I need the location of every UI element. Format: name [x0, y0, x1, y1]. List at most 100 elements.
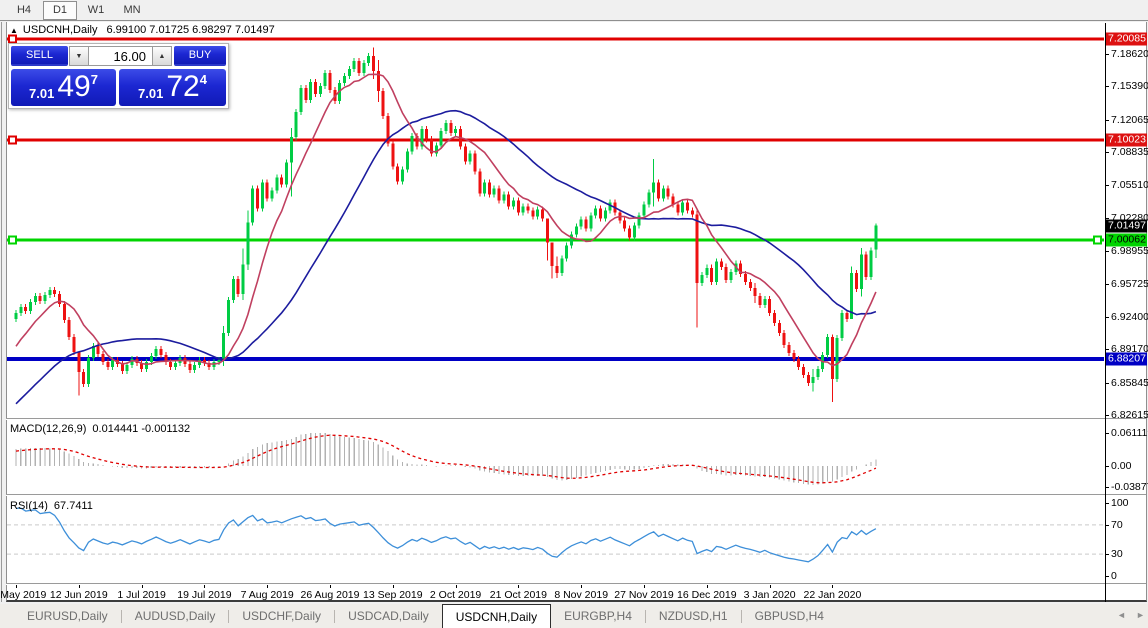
price-tick-mark — [1105, 349, 1109, 351]
date-tick-mark — [204, 585, 206, 588]
sell-price-big-digits: 49 — [57, 70, 91, 103]
rsi-tick-label: 100 — [1111, 497, 1129, 509]
price-tick-mark — [1105, 283, 1109, 285]
hline-anchor[interactable] — [8, 235, 17, 245]
rsi-tick-mark — [1105, 554, 1109, 556]
chart-tab-usdchf-daily[interactable]: USDCHF,Daily — [242, 609, 322, 623]
pane-separator[interactable] — [6, 418, 1146, 420]
price-level-label: 7.00062 — [1106, 233, 1147, 247]
timeframe-button-w1[interactable]: W1 — [87, 4, 105, 16]
timeframe-button-d1[interactable]: D1 — [43, 0, 77, 20]
date-tick-label: 7 Aug 2019 — [240, 589, 294, 601]
chart-tab-eurusd-daily[interactable]: EURUSD,Daily — [27, 609, 108, 623]
date-tick-label: 27 Nov 2019 — [614, 589, 674, 601]
price-tick-mark — [1105, 251, 1109, 253]
date-tick-label: 2 Oct 2019 — [429, 589, 482, 601]
price-tick-label: 7.18620 — [1111, 47, 1148, 60]
price-tick-mark — [1105, 119, 1109, 121]
macd-tick-mark — [1105, 486, 1109, 488]
chart-tab-eurgbp-h4[interactable]: EURGBP,H4 — [564, 609, 632, 623]
hline-anchor[interactable] — [8, 34, 17, 44]
chart-marker-icon: ▲ — [10, 25, 18, 35]
chart-title: ▲ USDCNH,Daily 6.99100 7.01725 6.98297 7… — [10, 24, 275, 36]
tab-separator — [334, 609, 336, 623]
pane-separator — [6, 583, 1146, 585]
buy-price-button[interactable]: 7.01 72 4 — [119, 69, 226, 106]
date-tick-mark — [141, 585, 143, 588]
main-chart-canvas[interactable] — [7, 23, 1105, 418]
timeframe-button-mn[interactable]: MN — [123, 4, 141, 16]
price-tick-mark — [1105, 86, 1109, 88]
price-tick-label: 7.08835 — [1111, 145, 1148, 158]
hline-anchor[interactable] — [8, 135, 17, 145]
macd-signal-line — [15, 434, 877, 484]
price-tick-mark — [1105, 316, 1109, 318]
ma-fast-line — [15, 73, 877, 367]
price-tick-label: 6.89170 — [1111, 343, 1148, 356]
date-tick-mark — [330, 585, 331, 588]
tabs-scroll-left-button[interactable]: ◄ — [1117, 610, 1126, 620]
date-tick-label: 16 Dec 2019 — [677, 589, 737, 601]
chart-window-background — [6, 22, 1147, 602]
buy-button[interactable]: BUY — [174, 46, 226, 66]
macd-canvas[interactable] — [7, 420, 1105, 494]
buy-price-prefix: 7.01 — [138, 86, 164, 101]
tab-separator — [120, 609, 122, 623]
pane-separator[interactable] — [6, 494, 1146, 496]
date-tick-mark — [16, 585, 17, 588]
chart-tab-usdcnh-daily[interactable]: USDCNH,Daily — [441, 604, 552, 628]
date-tick-mark — [581, 585, 583, 588]
rsi-canvas[interactable] — [7, 497, 1105, 583]
buy-price-big-digits: 72 — [166, 70, 200, 103]
sell-price-button[interactable]: 7.01 49 7 — [11, 69, 116, 106]
volume-decrease-button[interactable]: ▼ — [69, 46, 89, 66]
price-tick-mark — [1105, 217, 1109, 219]
price-level-label: 7.20085 — [1106, 32, 1147, 46]
date-tick-mark — [78, 585, 80, 588]
window-left-frame — [1, 22, 2, 602]
chart-tab-audusd-daily[interactable]: AUDUSD,Daily — [134, 609, 216, 623]
price-tick-mark — [1105, 415, 1109, 417]
hline-anchor[interactable] — [1093, 235, 1102, 245]
rsi-tick-label: 0 — [1111, 570, 1117, 582]
ma-slow-line — [15, 109, 877, 405]
volume-input[interactable] — [89, 46, 152, 66]
price-level-label: 6.88207 — [1106, 352, 1147, 366]
date-tick-mark — [769, 585, 771, 588]
chart-tab-nzdusd-h1[interactable]: NZDUSD,H1 — [658, 609, 728, 623]
price-tick-label: 6.82615 — [1111, 409, 1148, 422]
date-tick-mark — [644, 585, 645, 588]
tab-separator — [644, 609, 646, 623]
date-tick-label: 26 Aug 2019 — [300, 589, 360, 601]
horizontal-level-lines — [7, 34, 1104, 362]
chart-tab-usdcad-daily[interactable]: USDCAD,Daily — [348, 609, 429, 623]
chart-tabs-bar: EURUSD,Daily AUDUSD,Daily USDCHF,Daily USDC… — [0, 604, 1148, 628]
price-tick-label: 7.15390 — [1111, 80, 1148, 93]
date-tick-mark — [832, 585, 834, 588]
macd-tick-label: -0.03877 — [1111, 480, 1148, 493]
volume-increase-button[interactable]: ▲ — [152, 46, 172, 66]
sell-button[interactable]: SELL — [11, 46, 68, 66]
price-tick-label: 7.05510 — [1111, 179, 1148, 192]
date-tick-label: 12 Jun 2019 — [49, 589, 108, 601]
price-tick-label: 6.95725 — [1111, 277, 1148, 290]
macd-tick-mark — [1105, 432, 1109, 434]
date-tick-mark — [518, 585, 520, 588]
rsi-tick-mark — [1105, 576, 1109, 577]
timeframe-button-h4[interactable]: H4 — [16, 4, 32, 16]
macd-tick-label: 0.00 — [1111, 460, 1132, 472]
date-tick-label: 24 May 2019 — [0, 589, 47, 601]
date-tick-label: 1 Jul 2019 — [117, 589, 166, 601]
price-axis-border — [1105, 23, 1106, 602]
date-tick-mark — [706, 585, 708, 588]
date-tick-label: 19 Jul 2019 — [177, 589, 232, 601]
tab-separator — [228, 609, 230, 623]
date-tick-label: 22 Jan 2020 — [803, 589, 862, 601]
chart-tab-gbpusd-h4[interactable]: GBPUSD,H4 — [754, 609, 824, 623]
chart-ohlc-quote: 6.99100 7.01725 6.98297 7.01497 — [106, 24, 275, 36]
date-tick-label: 21 Oct 2019 — [489, 589, 547, 601]
price-tick-label: 6.98955 — [1111, 245, 1148, 258]
tabs-scroll-right-button[interactable]: ► — [1136, 610, 1145, 620]
date-tick-label: 13 Sep 2019 — [363, 589, 423, 601]
